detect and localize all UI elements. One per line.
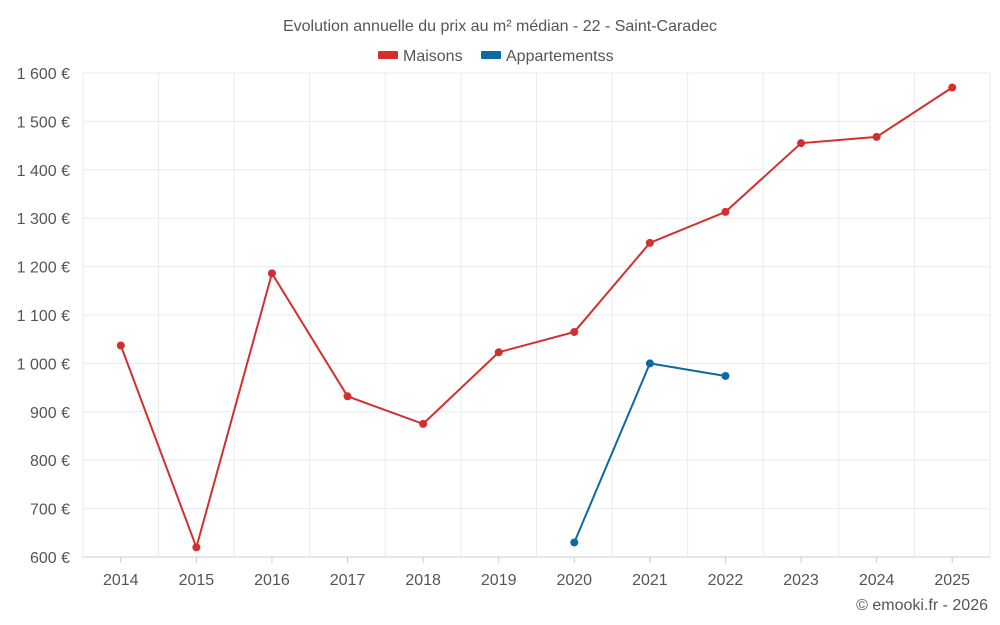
x-tick-label: 2014	[103, 572, 139, 589]
x-tick-label: 2018	[405, 572, 441, 589]
y-tick-label: 700 €	[30, 502, 70, 519]
data-point-maisons[interactable]	[872, 132, 881, 141]
legend-item-appartements[interactable]: Appartementss	[481, 48, 614, 65]
data-point-maisons[interactable]	[192, 543, 201, 552]
y-tick-label: 1 500 €	[17, 114, 70, 131]
y-tick-label: 1 300 €	[17, 211, 70, 228]
data-point-appartementss[interactable]	[645, 359, 654, 368]
x-tick-label: 2024	[859, 572, 895, 589]
data-point-appartementss[interactable]	[570, 538, 579, 547]
y-axis: 600 € 700 € 800 € 900 € 1 000 € 1 100 € 1 200 …	[17, 66, 70, 567]
y-tick-label: 800 €	[30, 453, 70, 470]
data-point-maisons[interactable]	[948, 83, 957, 92]
x-axis: 2014 2015 2016 2017 2018 2019 2020 2021 2022 2023…	[103, 557, 970, 589]
y-tick-label: 1 000 €	[17, 356, 70, 373]
x-tick-label: 2023	[783, 572, 819, 589]
credit-text: © emooki.fr - 2026	[856, 597, 988, 614]
data-point-maisons[interactable]	[116, 341, 125, 350]
y-tick-label: 1 400 €	[17, 163, 70, 180]
x-tick-label: 2025	[934, 572, 970, 589]
y-tick-label: 1 100 €	[17, 308, 70, 325]
data-point-maisons[interactable]	[797, 139, 806, 148]
series-layer	[116, 83, 957, 552]
data-point-maisons[interactable]	[494, 348, 503, 357]
legend: Maisons Appartementss	[378, 48, 614, 65]
y-tick-label: 1 600 €	[17, 66, 70, 83]
x-tick-label: 2015	[179, 572, 215, 589]
x-tick-label: 2016	[254, 572, 290, 589]
series-line-appartementss	[573, 362, 726, 543]
data-point-maisons[interactable]	[721, 207, 730, 216]
data-point-maisons[interactable]	[343, 392, 352, 401]
legend-item-maisons[interactable]: Maisons	[378, 48, 463, 65]
y-tick-label: 900 €	[30, 405, 70, 422]
legend-label-appartements: Appartementss	[506, 48, 614, 65]
x-tick-label: 2022	[708, 572, 744, 589]
x-tick-label: 2020	[556, 572, 592, 589]
data-point-maisons[interactable]	[570, 327, 579, 336]
data-point-maisons[interactable]	[267, 269, 276, 278]
data-point-maisons[interactable]	[645, 238, 654, 247]
series-appartementss	[570, 359, 730, 547]
series-maisons	[116, 83, 957, 552]
legend-swatch-appartements	[481, 51, 501, 59]
grid	[82, 72, 991, 558]
x-tick-label: 2019	[481, 572, 517, 589]
series-line-maisons	[119, 86, 953, 551]
data-point-maisons[interactable]	[419, 419, 428, 428]
y-tick-label: 600 €	[30, 550, 70, 567]
x-tick-label: 2021	[632, 572, 668, 589]
legend-swatch-maisons	[378, 51, 398, 59]
data-point-appartementss[interactable]	[721, 371, 730, 380]
legend-label-maisons: Maisons	[403, 48, 463, 65]
chart-title: Evolution annuelle du prix au m² médian …	[283, 18, 717, 35]
y-tick-label: 1 200 €	[17, 260, 70, 277]
x-tick-label: 2017	[330, 572, 366, 589]
